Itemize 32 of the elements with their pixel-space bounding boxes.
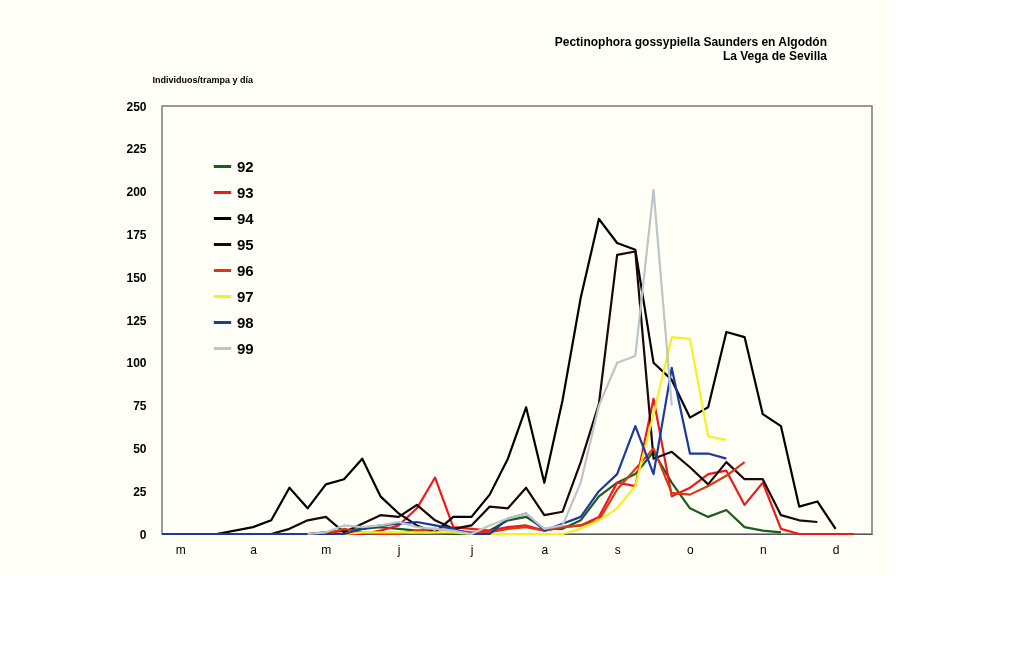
y-tick-label: 0 — [139, 527, 147, 542]
y-tick-label: 25 — [133, 484, 147, 499]
legend-label: 93 — [237, 183, 254, 201]
x-tick-label: s — [614, 542, 621, 557]
y-tick-label: 150 — [126, 270, 147, 285]
chart-subtitle: La Vega de Sevilla — [722, 49, 828, 63]
chart-title: Pectinophora gossypiella Saunders en Algodón — [554, 35, 827, 49]
x-tick-label: a — [541, 542, 549, 557]
x-tick-label: a — [250, 542, 258, 557]
y-tick-label: 250 — [126, 99, 147, 114]
x-tick-label: m — [321, 542, 332, 557]
y-tick-label: 75 — [133, 399, 147, 414]
x-tick-label: d — [832, 542, 840, 557]
y-tick-label: 175 — [126, 227, 147, 242]
x-tick-label: n — [759, 542, 767, 557]
legend-label: 95 — [237, 235, 254, 253]
legend-label: 96 — [237, 261, 254, 279]
x-tick-label: m — [175, 542, 186, 557]
x-tick-label: j — [469, 542, 474, 557]
y-tick-label: 200 — [126, 185, 147, 200]
legend-label: 98 — [237, 313, 254, 331]
y-tick-label: 50 — [133, 441, 147, 456]
x-tick-label: o — [687, 542, 695, 557]
legend-label: 92 — [237, 157, 254, 175]
legend-label: 99 — [237, 339, 254, 357]
y-axis-title: Individuos/trampa y día — [152, 74, 255, 85]
y-tick-label: 100 — [126, 356, 147, 371]
y-tick-label: 225 — [126, 142, 147, 157]
legend-label: 97 — [237, 287, 254, 305]
legend-label: 94 — [237, 209, 255, 227]
y-tick-label: 125 — [126, 313, 147, 328]
x-tick-label: j — [396, 542, 401, 557]
